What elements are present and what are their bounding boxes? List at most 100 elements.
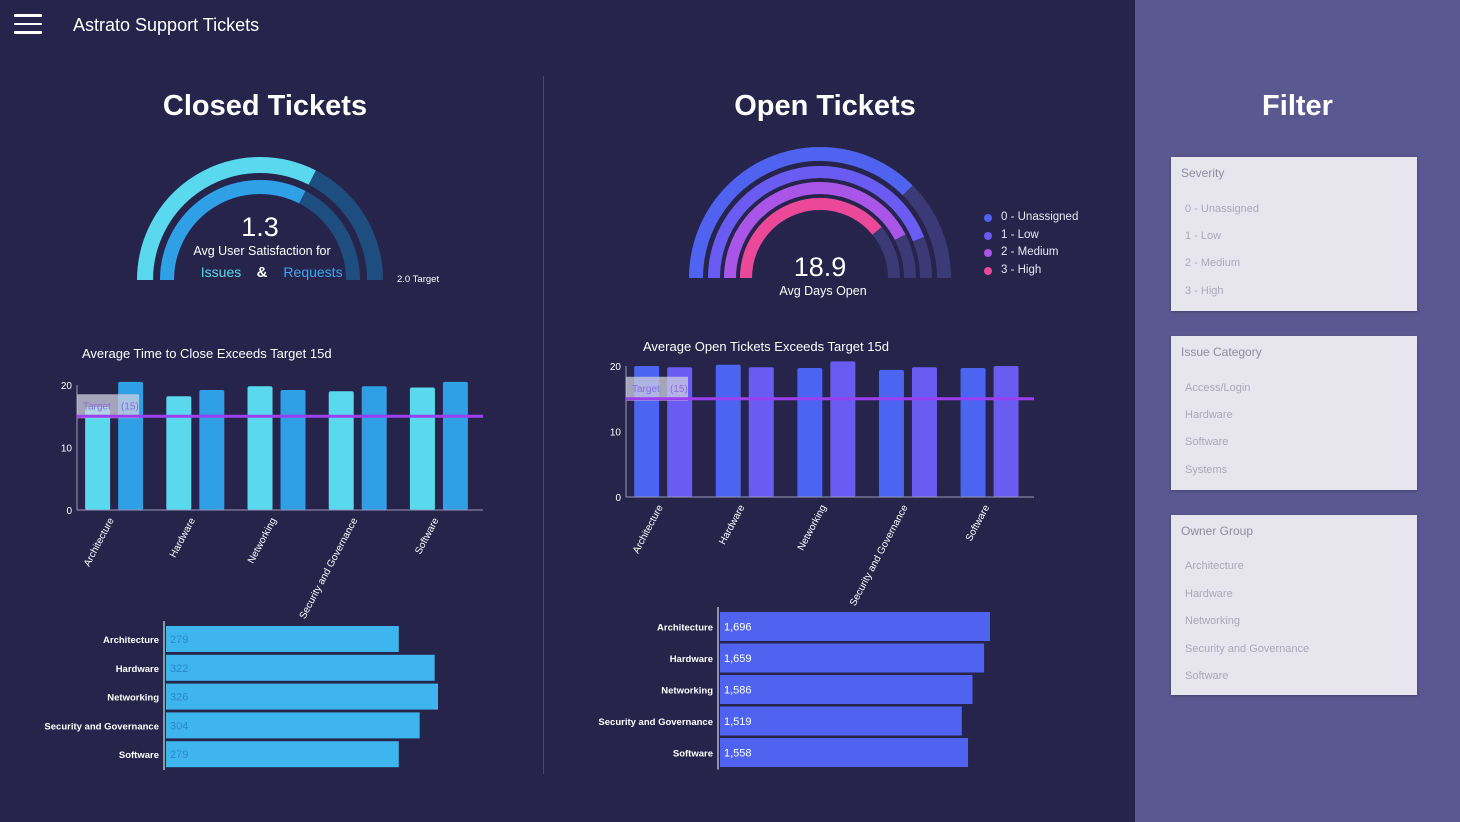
hbar[interactable] [720,643,985,673]
bar[interactable] [993,366,1019,497]
gauge-ring-low [708,165,925,279]
filter-option[interactable]: Software [1185,436,1229,448]
hbar-value-label: 279 [170,634,188,646]
hbar-value-label: 1,586 [724,685,752,697]
x-tick-label: Networking [246,516,279,565]
x-tick-label: Security and Governance [298,516,361,621]
bar[interactable] [247,386,273,510]
filter-option[interactable]: Networking [1185,615,1241,627]
hamburger-menu-icon[interactable] [14,14,42,36]
days-open-gauge: 18.9 Avg Days Open [689,147,951,298]
target-label: Target [632,384,660,395]
top-bar: Astrato Support Tickets [0,0,1135,52]
legend-label-high: 3 - High [1001,264,1042,276]
app-title: Astrato Support Tickets [73,15,260,35]
x-tick-label: Software [413,516,441,556]
legend-label-low: 1 - Low [1001,229,1039,241]
bar[interactable] [911,367,937,497]
filter-option[interactable]: Systems [1185,464,1228,476]
filter-option[interactable]: Software [1185,670,1229,682]
bar[interactable] [409,387,435,511]
chart-title: Average Open Tickets Exceeds Target 15d [643,339,889,354]
hbar-category-label: Hardware [670,654,713,665]
hbar[interactable] [166,741,399,768]
filter-option[interactable]: 0 - Unassigned [1185,203,1259,215]
issue-category-filter[interactable]: Issue Category Access/Login Hardware Sof… [1171,336,1417,490]
x-tick-label: Hardware [717,503,747,547]
gauge-requests-label: Requests [283,264,342,280]
hbar-value-label: 1,558 [724,748,752,760]
hbar[interactable] [720,612,990,641]
hbar[interactable] [720,706,962,736]
owner-group-filter-title: Owner Group [1181,524,1254,538]
bar[interactable] [442,381,468,510]
filter-option[interactable]: Access/Login [1185,382,1251,394]
hbar-value-label: 279 [170,749,188,761]
y-tick-label: 0 [66,506,72,517]
bar[interactable] [85,406,111,510]
hbar-category-label: Security and Governance [44,721,159,732]
legend-dot-low [984,232,992,240]
filter-option[interactable]: 1 - Low [1185,230,1222,242]
hbar[interactable] [720,675,973,704]
hbar-value-label: 322 [170,663,188,675]
severity-filter[interactable]: Severity 0 - Unassigned 1 - Low 2 - Medi… [1171,157,1417,311]
filter-option[interactable]: Security and Governance [1185,643,1310,655]
bar[interactable] [328,391,354,510]
filter-option[interactable]: Hardware [1185,588,1233,600]
y-tick-label: 0 [615,493,621,504]
chart-title: Average Time to Close Exceeds Target 15d [82,346,332,361]
hbar-category-label: Security and Governance [598,717,713,728]
bar[interactable] [361,386,387,510]
legend-dot-unassigned [984,214,992,222]
hbar[interactable] [166,712,420,739]
bar[interactable] [280,390,306,510]
filter-option[interactable]: 3 - High [1185,285,1224,297]
y-tick-label: 20 [61,381,73,392]
x-tick-label: Security and Governance [848,503,911,608]
issue-category-filter-title: Issue Category [1181,345,1262,359]
hbar[interactable] [166,626,399,652]
gauge-ring-high [740,198,882,279]
gauge-issues-label: Issues [201,264,241,280]
bar[interactable] [960,367,986,497]
bar[interactable] [748,367,774,497]
hbar-value-label: 1,659 [724,653,752,665]
bar[interactable] [166,396,192,510]
bar[interactable] [199,390,225,510]
bar[interactable] [715,364,741,497]
hbar[interactable] [166,654,435,681]
filter-option[interactable]: Hardware [1185,409,1233,421]
y-tick-label: 10 [610,428,622,439]
bar[interactable] [878,369,904,497]
hbar-category-label: Architecture [103,635,159,646]
filter-option[interactable]: Architecture [1185,560,1244,572]
x-tick-label: Hardware [168,516,198,560]
satisfaction-gauge: 1.3 Avg User Satisfaction for Issues & R… [137,157,439,285]
hbar-category-label: Networking [661,686,713,697]
y-tick-label: 10 [61,444,73,455]
hbar-category-label: Networking [107,693,159,704]
target-label: Target [83,401,111,412]
bar[interactable] [797,367,823,497]
legend-label-medium: 2 - Medium [1001,246,1059,258]
gauge-value: 1.3 [241,212,279,242]
hbar-category-label: Architecture [657,623,713,634]
hbar-category-label: Software [673,749,713,760]
legend-dot-high [984,267,992,275]
hbar-value-label: 1,696 [724,622,752,634]
x-tick-label: Networking [796,503,829,552]
target-label-box [626,376,688,401]
target-value: (15) [670,384,688,395]
bar[interactable] [830,361,856,497]
hbar-category-label: Hardware [116,664,159,675]
closed-tickets-title: Closed Tickets [162,90,368,122]
filter-option[interactable]: 2 - Medium [1185,257,1241,269]
gauge-label: Avg User Satisfaction for [193,244,330,258]
gauge-outer-fill [137,157,316,281]
hbar[interactable] [166,683,438,710]
owner-group-filter[interactable]: Owner Group Architecture Hardware Networ… [1171,515,1417,695]
hbar[interactable] [720,738,969,767]
x-tick-label: Software [964,503,992,543]
filter-title: Filter [1262,90,1333,122]
